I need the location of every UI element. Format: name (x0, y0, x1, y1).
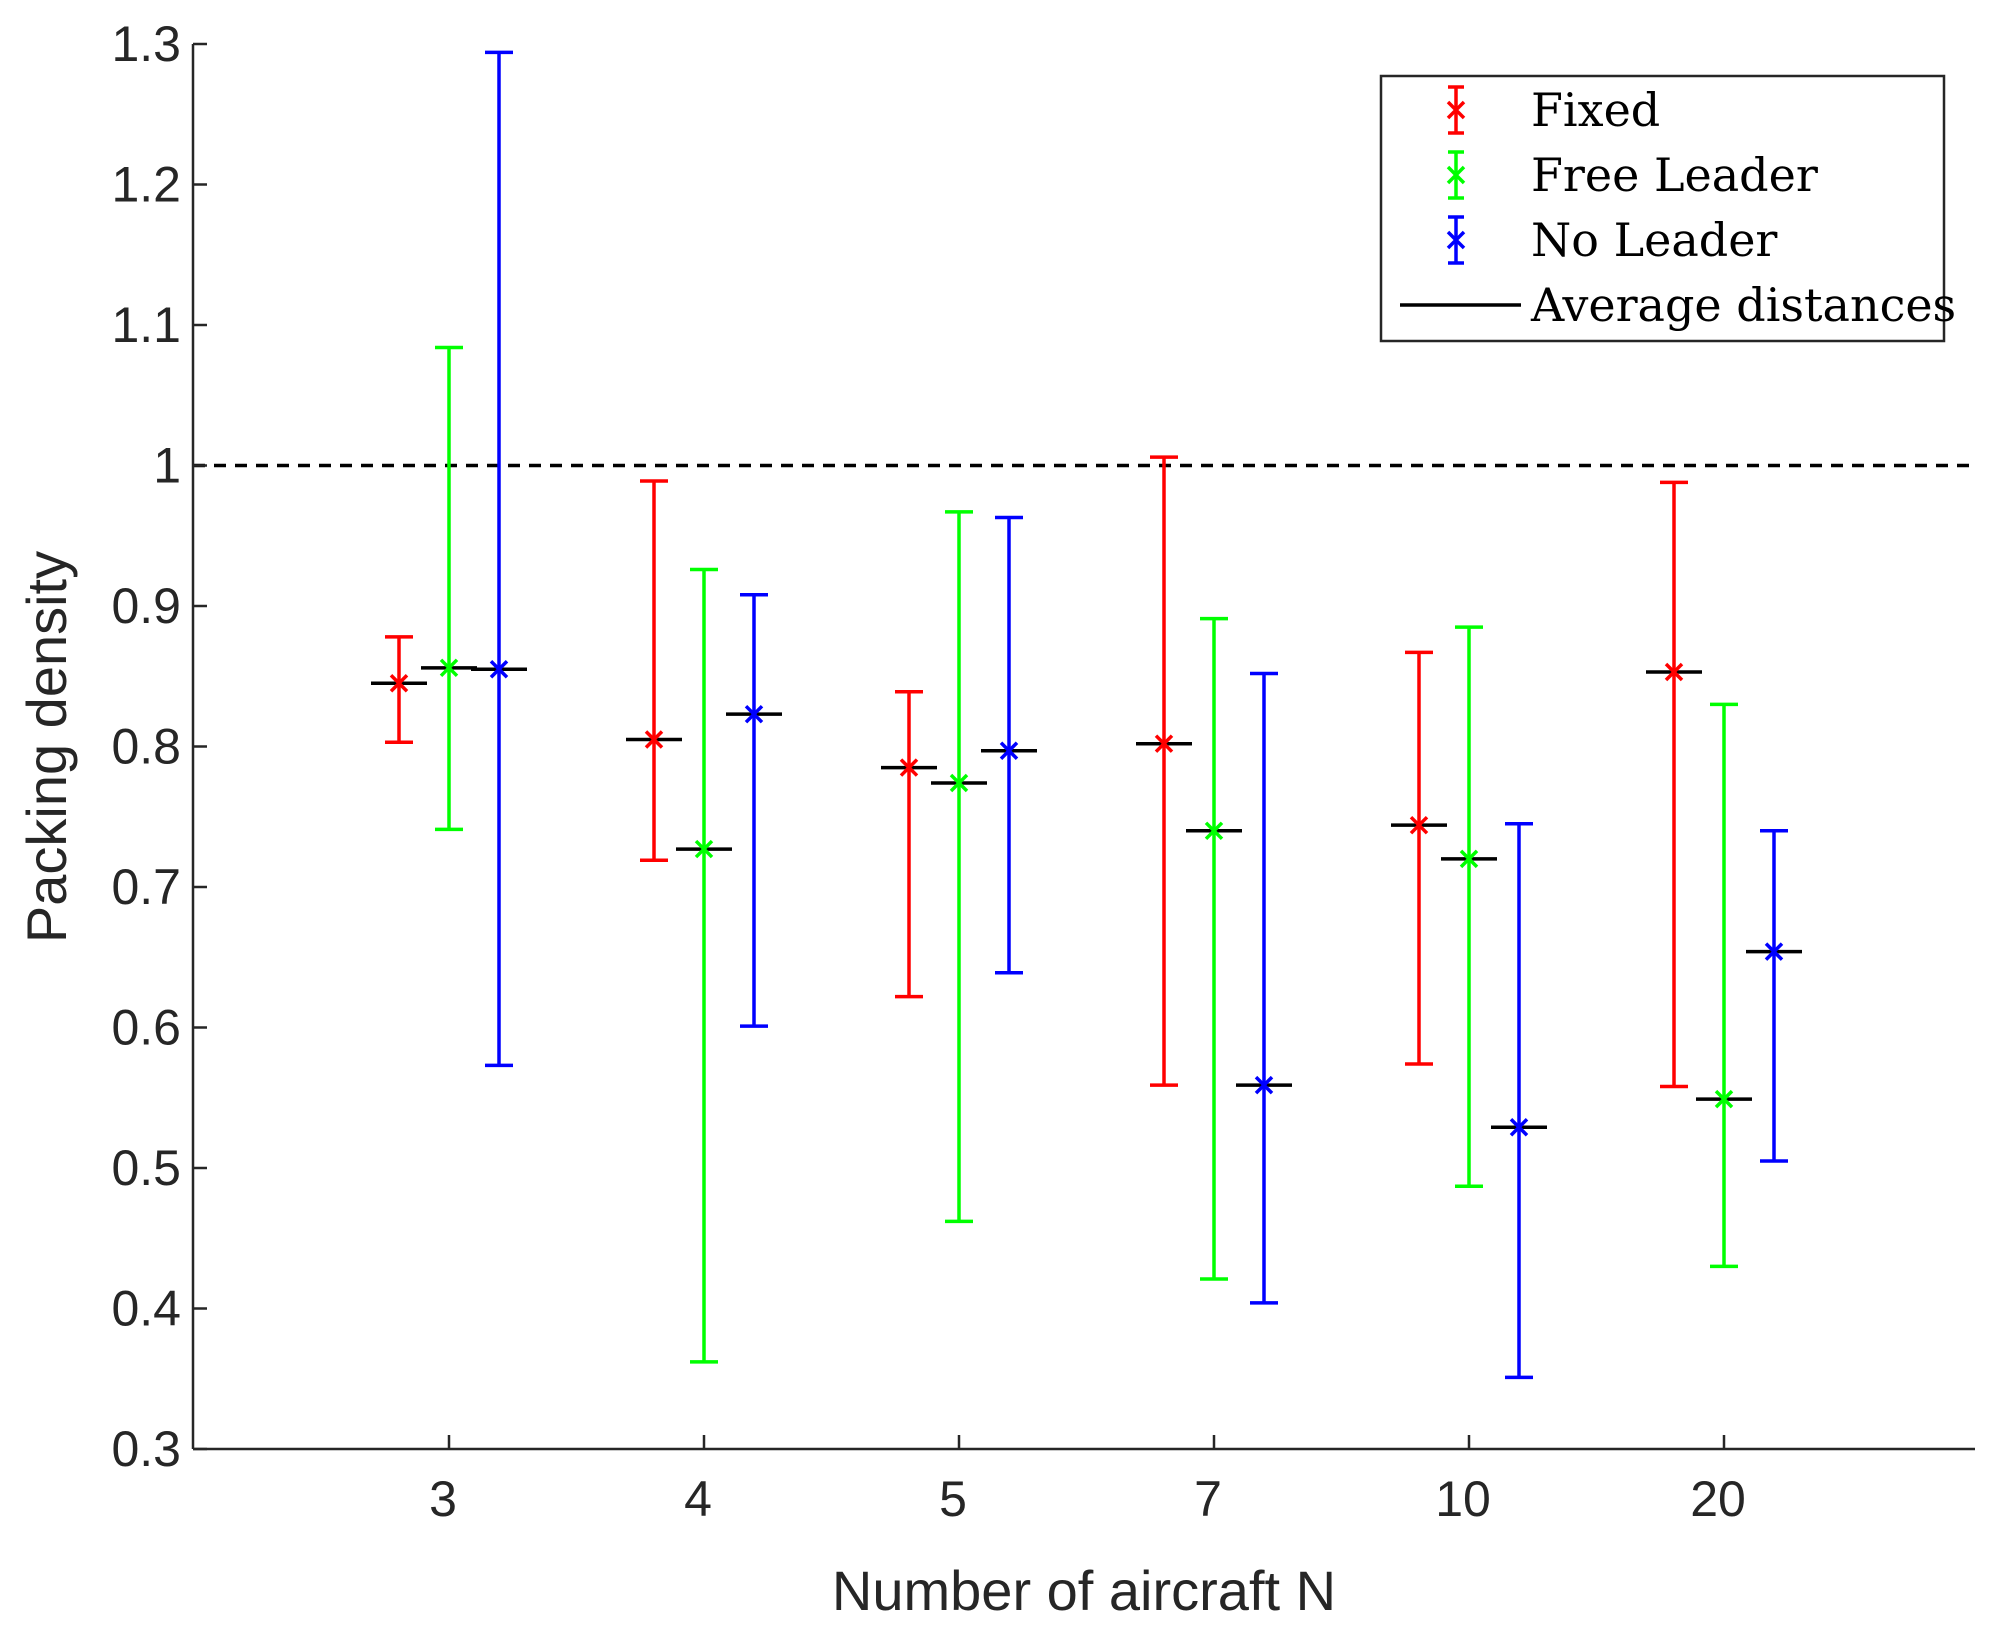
errorbar-free-leader-4 (676, 567, 732, 1364)
legend-label: No Leader (1531, 213, 1777, 267)
errorbar-no-leader-3 (471, 50, 527, 1068)
y-tick-label: 0.8 (111, 719, 181, 775)
errorbar-free-leader-20 (1696, 702, 1752, 1269)
legend-entry-average-distances: Average distances (1400, 278, 1956, 332)
center-marker (744, 704, 764, 724)
legend-marker (1446, 230, 1466, 250)
center-marker (439, 658, 459, 678)
y-axis-label: Packing density (15, 551, 78, 943)
errorbar-no-leader-5 (981, 515, 1037, 975)
legend-label: Average distances (1530, 278, 1956, 332)
y-tick-label: 0.6 (111, 1000, 181, 1056)
errorbar-fixed-10 (1391, 650, 1447, 1066)
center-marker (1459, 849, 1479, 869)
errorbar-fixed-7 (1136, 455, 1192, 1087)
x-tick-label: 10 (1435, 1471, 1491, 1527)
y-tick-label: 0.3 (111, 1421, 181, 1477)
errorbar-free-leader-7 (1186, 616, 1242, 1281)
x-tick-label: 20 (1690, 1471, 1746, 1527)
errorbar-free-leader-3 (421, 345, 477, 832)
y-tick-label: 1.1 (111, 297, 181, 353)
legend-box (1379, 74, 1946, 343)
center-marker (1204, 821, 1224, 841)
legend-entry-free-leader: Free Leader (1446, 148, 1818, 202)
y-tick-label: 0.5 (111, 1140, 181, 1196)
error-bars-group (371, 50, 1802, 1380)
errorbar-free-leader-5 (931, 510, 987, 1224)
center-marker (1714, 1089, 1734, 1109)
y-tick-label: 1.2 (111, 157, 181, 213)
y-tick-label: 0.4 (111, 1281, 181, 1337)
legend-marker (1446, 100, 1466, 120)
center-marker (389, 674, 409, 693)
center-marker (999, 741, 1019, 760)
errorbar-no-leader-10 (1491, 822, 1547, 1380)
center-marker (1154, 734, 1174, 753)
x-axis-label: Number of aircraft N (832, 1559, 1336, 1622)
y-tick-label: 0.7 (111, 859, 181, 915)
center-marker (1509, 1118, 1529, 1137)
errorbar-fixed-3 (371, 635, 427, 745)
x-tick-label: 7 (1194, 1471, 1222, 1527)
x-tick-label: 5 (939, 1471, 967, 1527)
x-tick-label: 3 (429, 1471, 457, 1527)
center-marker (1254, 1075, 1274, 1095)
y-tick-label: 1.3 (111, 16, 181, 72)
legend-marker (1446, 165, 1466, 185)
center-marker (1664, 662, 1684, 682)
legend-label: Free Leader (1531, 148, 1818, 202)
center-marker (949, 773, 969, 793)
errorbar-fixed-20 (1646, 480, 1702, 1089)
errorbar-free-leader-10 (1441, 625, 1497, 1189)
legend-entry-no-leader: No Leader (1446, 213, 1777, 267)
center-marker (899, 758, 919, 777)
errorbar-no-leader-20 (1746, 829, 1802, 1163)
legend-entry-fixed: Fixed (1446, 83, 1660, 137)
errorbar-fixed-5 (881, 689, 937, 999)
y-tick-label: 0.9 (111, 578, 181, 634)
center-marker (1409, 815, 1429, 835)
errorbar-fixed-4 (626, 479, 682, 863)
legend-label: Fixed (1531, 83, 1660, 137)
errorbar-no-leader-7 (1236, 671, 1292, 1305)
errorbar-no-leader-4 (726, 593, 782, 1028)
ticks-group: 0.3 0.4 0.5 0.6 0.7 0.8 0.9 1 1.1 1.2 1.3 3 4 5 7 10 20 (111, 16, 1745, 1527)
y-tick-label: 1 (153, 438, 181, 494)
legend: Fixed Free Leader No Leader Average distanc… (1379, 74, 1956, 343)
center-marker (1764, 942, 1784, 961)
center-marker (489, 659, 509, 679)
center-marker (694, 839, 714, 859)
center-marker (644, 730, 664, 749)
x-tick-label: 4 (684, 1471, 712, 1527)
